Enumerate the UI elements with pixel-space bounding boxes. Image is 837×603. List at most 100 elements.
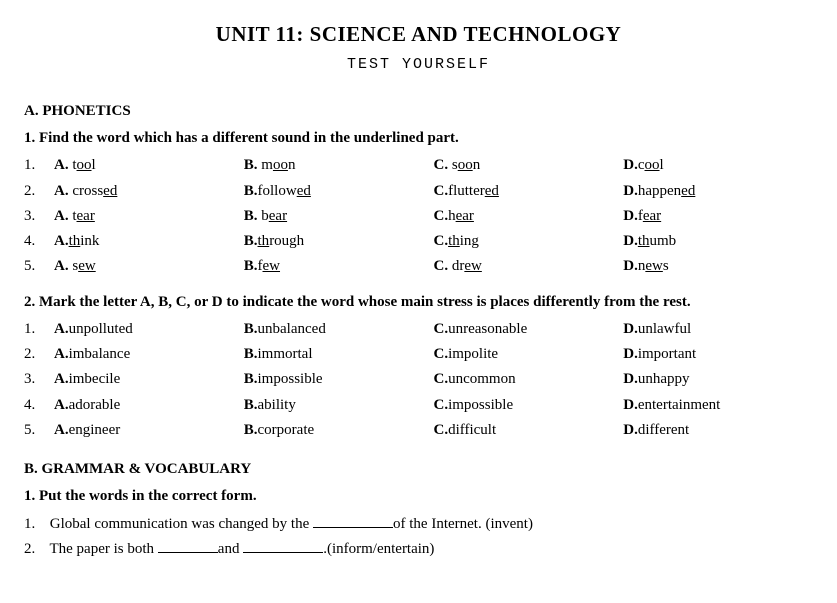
word-underline: ew: [263, 258, 281, 274]
row-number: 1.: [24, 154, 54, 177]
word: impossible: [258, 371, 323, 387]
q2-row: 1. A.unpolluted B.unbalanced C.unreasona…: [24, 318, 813, 341]
option-a: A.engineer: [54, 419, 244, 442]
opt-letter: C.: [434, 258, 449, 274]
row-number: 1.: [24, 318, 54, 341]
option-b: B.ability: [244, 394, 434, 417]
opt-letter: C.: [434, 233, 449, 249]
word-underline: ear: [456, 208, 474, 224]
word-underline: ed: [103, 183, 117, 199]
q2-row: 4. A.adorable B.ability C.impossible D.e…: [24, 394, 813, 417]
unit-title: UNIT 11: SCIENCE AND TECHNOLOGY: [24, 18, 813, 51]
option-a: A. tool: [54, 154, 244, 177]
option-d: D.entertainment: [623, 394, 813, 417]
opt-letter: C.: [434, 397, 449, 413]
word: immortal: [258, 346, 313, 362]
word-post: rough: [269, 233, 304, 249]
q1-row: 3. A. tear B. bear C.hear D.fear: [24, 205, 813, 228]
word: unreasonable: [448, 321, 527, 337]
blank: [243, 538, 323, 553]
opt-letter: B.: [244, 422, 258, 438]
word-underline: oo: [77, 157, 92, 173]
word-pre: m: [261, 157, 273, 173]
opt-letter: A.: [54, 321, 69, 337]
opt-letter: C.: [434, 346, 449, 362]
word-pre: c: [638, 157, 645, 173]
word-post: s: [663, 258, 669, 274]
q1-instruction: 1. Find the word which has a different s…: [24, 127, 813, 150]
word-underline: th: [638, 233, 650, 249]
opt-letter: A.: [54, 258, 69, 274]
opt-letter: A.: [54, 346, 69, 362]
opt-letter: D.: [623, 157, 638, 173]
word: corporate: [258, 422, 315, 438]
word-underline: oo: [645, 157, 660, 173]
opt-letter: B.: [244, 321, 258, 337]
word: entertainment: [638, 397, 720, 413]
option-c: C.impolite: [434, 343, 624, 366]
word-post: n: [288, 157, 296, 173]
word: imbalance: [69, 346, 131, 362]
row-number: 2.: [24, 343, 54, 366]
sentence-post: of the Internet. (invent): [393, 516, 533, 532]
row-number: 3.: [24, 368, 54, 391]
opt-letter: A.: [54, 233, 69, 249]
row-number: 4.: [24, 394, 54, 417]
option-d: D.news: [623, 255, 813, 278]
opt-letter: D.: [623, 208, 638, 224]
option-c: C.uncommon: [434, 368, 624, 391]
opt-letter: C.: [434, 208, 449, 224]
blank: [313, 513, 393, 528]
word-underline: ear: [643, 208, 661, 224]
opt-letter: B.: [244, 346, 258, 362]
word-post: l: [92, 157, 96, 173]
word-pre: happen: [638, 183, 681, 199]
word-underline: ed: [681, 183, 695, 199]
opt-letter: A.: [54, 208, 69, 224]
word-underline: th: [448, 233, 460, 249]
opt-letter: B.: [244, 208, 258, 224]
option-a: A.adorable: [54, 394, 244, 417]
opt-letter: C.: [434, 157, 449, 173]
word-post: ink: [80, 233, 99, 249]
word-underline: th: [258, 233, 270, 249]
item-number: 1.: [24, 513, 46, 536]
word: impolite: [448, 346, 498, 362]
opt-letter: B.: [244, 258, 258, 274]
option-d: D.fear: [623, 205, 813, 228]
word: unhappy: [638, 371, 690, 387]
word-post: umb: [650, 233, 677, 249]
opt-letter: A.: [54, 397, 69, 413]
row-number: 4.: [24, 230, 54, 253]
option-b: B. moon: [244, 154, 434, 177]
b-q1-instruction: 1. Put the words in the correct form.: [24, 485, 813, 508]
q1-row: 5. A. sew B.few C. drew D.news: [24, 255, 813, 278]
word-pre: dr: [452, 258, 465, 274]
word: uncommon: [448, 371, 516, 387]
option-c: C.difficult: [434, 419, 624, 442]
word-underline: ed: [297, 183, 311, 199]
opt-letter: C.: [434, 321, 449, 337]
opt-letter: D.: [623, 397, 638, 413]
option-b: B.immortal: [244, 343, 434, 366]
option-d: D.unhappy: [623, 368, 813, 391]
option-a: A.unpolluted: [54, 318, 244, 341]
q2-row: 3. A.imbecile B.impossible C.uncommon D.…: [24, 368, 813, 391]
q2-row: 2. A.imbalance B.immortal C.impolite D.i…: [24, 343, 813, 366]
word: different: [638, 422, 689, 438]
opt-letter: D.: [623, 371, 638, 387]
option-a: A. tear: [54, 205, 244, 228]
word-pre: h: [448, 208, 456, 224]
q2-row: 5. A.engineer B.corporate C.difficult D.…: [24, 419, 813, 442]
option-a: A. crossed: [54, 180, 244, 203]
option-c: C. soon: [434, 154, 624, 177]
option-b: B.impossible: [244, 368, 434, 391]
section-a-heading: A. PHONETICS: [24, 100, 813, 123]
word: ability: [258, 397, 296, 413]
word: important: [638, 346, 696, 362]
option-d: D.happened: [623, 180, 813, 203]
option-d: D.important: [623, 343, 813, 366]
word-underline: oo: [273, 157, 288, 173]
word: imbecile: [69, 371, 121, 387]
opt-letter: B.: [244, 233, 258, 249]
